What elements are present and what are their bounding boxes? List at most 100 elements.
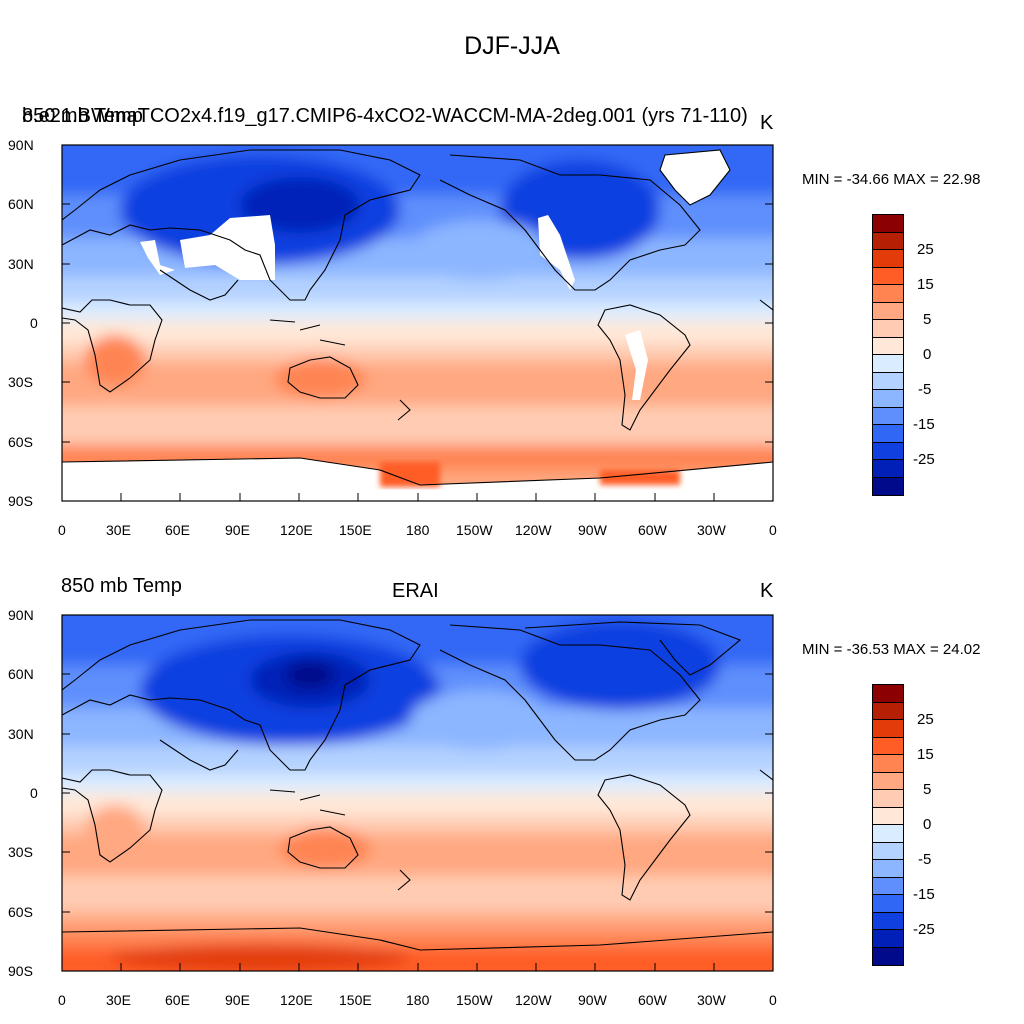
p2-lat-tick: 30S [8, 844, 33, 860]
p2-lon-tick: 0 [58, 992, 66, 1008]
colorbar-segment [873, 407, 903, 425]
p1-cb-label: 5 [923, 311, 932, 328]
colorbar-segment [873, 912, 903, 930]
p1-lon-tick: 180 [406, 522, 430, 538]
colorbar-segment [873, 302, 903, 320]
p2-lat-tick: 30N [8, 726, 34, 742]
p1-lon-tick: 30W [697, 522, 726, 538]
p1-lon-tick: 30E [106, 522, 131, 538]
p2-lon-tick: 180 [406, 992, 430, 1008]
colorbar-segment [873, 720, 903, 738]
p2-cb-label: 25 [917, 711, 934, 728]
p2-lon-tick: 120E [280, 992, 313, 1008]
p1-lon-tick: 150E [339, 522, 372, 538]
p1-lat-tick: 0 [30, 315, 38, 331]
panel2-max: MAX = 24.02 [893, 641, 981, 658]
panel2-units: K [760, 580, 774, 602]
panel2-colorbar [872, 684, 904, 966]
p2-cb-label: 0 [923, 816, 932, 833]
panel2-left-label: 850 mb Temp [61, 575, 182, 597]
panel2-center-label: ERAI [392, 580, 439, 602]
p1-cb-label: 0 [923, 346, 932, 363]
p2-lat-tick: 0 [30, 785, 38, 801]
p2-cb-label: 5 [923, 781, 932, 798]
p1-lat-tick: 60N [8, 196, 34, 212]
colorbar-segment [873, 772, 903, 790]
colorbar-segment [873, 267, 903, 285]
p2-lat-tick: 90S [8, 963, 33, 979]
colorbar-segment [873, 355, 903, 373]
p1-lat-tick: 60S [8, 434, 33, 450]
p1-lat-tick: 90N [8, 137, 34, 153]
colorbar-segment [873, 807, 903, 825]
colorbar-segment [873, 477, 903, 495]
p1-cb-label: 15 [917, 276, 934, 293]
colorbar-segment [873, 930, 903, 948]
p2-cb-label: -5 [918, 851, 932, 868]
p1-lon-tick: 60W [638, 522, 667, 538]
p1-lon-tick: 120W [515, 522, 552, 538]
p2-lat-tick: 60N [8, 666, 34, 682]
panel1-colorbar [872, 214, 904, 496]
p2-lon-tick: 150W [456, 992, 493, 1008]
p2-lat-tick: 90N [8, 607, 34, 623]
panel1-minmax: MIN = -34.66 MAX = 22.98 [802, 171, 980, 188]
colorbar-segment [873, 460, 903, 478]
colorbar-segment [873, 685, 903, 703]
colorbar-segment [873, 737, 903, 755]
p2-lon-tick: 90E [225, 992, 250, 1008]
p1-lon-tick: 0 [769, 522, 777, 538]
colorbar-segment [873, 232, 903, 250]
p2-lon-tick: 30W [697, 992, 726, 1008]
panel2-min: MIN = -36.53 [802, 641, 890, 658]
p1-cb-label: -15 [913, 416, 935, 433]
colorbar-segment [873, 842, 903, 860]
p1-lon-tick: 90E [225, 522, 250, 538]
figure-title: DJF-JJA [464, 32, 560, 60]
colorbar-segment [873, 425, 903, 443]
p1-lat-tick: 30S [8, 374, 33, 390]
p2-lon-tick: 90W [578, 992, 607, 1008]
p1-cb-label: -25 [913, 451, 935, 468]
panel2-minmax: MIN = -36.53 MAX = 24.02 [802, 641, 980, 658]
p1-lon-tick: 150W [456, 522, 493, 538]
colorbar-segment [873, 250, 903, 268]
p2-lon-tick: 0 [769, 992, 777, 1008]
p1-cb-label: 25 [917, 241, 934, 258]
colorbar-segment [873, 755, 903, 773]
p2-cb-label: 15 [917, 746, 934, 763]
panel1-left-label: 850 mb Temp [22, 105, 143, 127]
colorbar-segment [873, 877, 903, 895]
p1-cb-label: -5 [918, 381, 932, 398]
colorbar-segment [873, 390, 903, 408]
colorbar-segment [873, 895, 903, 913]
p1-lon-tick: 0 [58, 522, 66, 538]
colorbar-segment [873, 947, 903, 965]
p1-lat-tick: 30N [8, 256, 34, 272]
colorbar-segment [873, 702, 903, 720]
colorbar-segment [873, 215, 903, 233]
p1-lon-tick: 120E [280, 522, 313, 538]
p2-lon-tick: 150E [339, 992, 372, 1008]
panel1-min: MIN = -34.66 [802, 171, 890, 188]
p1-lat-tick: 90S [8, 493, 33, 509]
panel1-units: K [760, 112, 774, 134]
p2-cb-label: -25 [913, 921, 935, 938]
colorbar-segment [873, 442, 903, 460]
p2-lon-tick: 60E [165, 992, 190, 1008]
colorbar-segment [873, 860, 903, 878]
colorbar-segment [873, 372, 903, 390]
colorbar-segment [873, 337, 903, 355]
p2-lon-tick: 60W [638, 992, 667, 1008]
p2-lon-tick: 120W [515, 992, 552, 1008]
p1-lon-tick: 60E [165, 522, 190, 538]
p2-lon-tick: 30E [106, 992, 131, 1008]
colorbar-segment [873, 825, 903, 843]
colorbar-segment [873, 790, 903, 808]
panel1-max: MAX = 22.98 [893, 171, 981, 188]
colorbar-segment [873, 285, 903, 303]
p2-lat-tick: 60S [8, 904, 33, 920]
panel1-case-name: b.e21.BWmaTCO2x4.f19_g17.CMIP6-4xCO2-WAC… [22, 105, 748, 127]
